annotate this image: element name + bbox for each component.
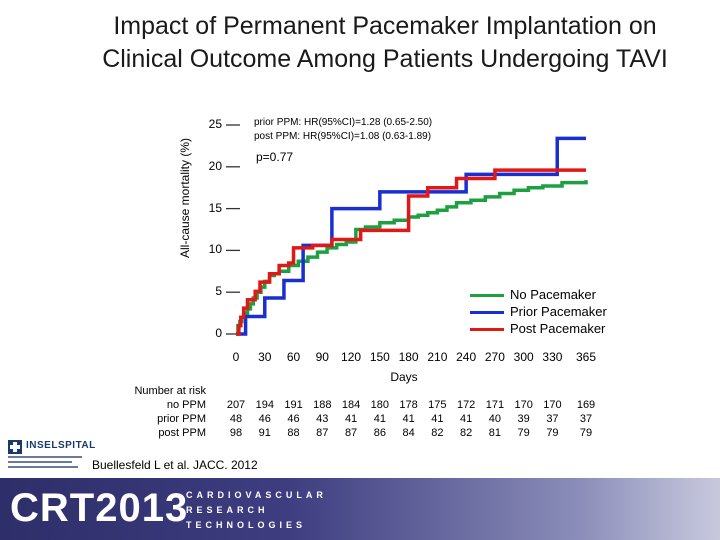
risk-cell: 98	[229, 427, 243, 439]
x-tick-label-365: 365	[575, 350, 597, 364]
risk-cell: 46	[258, 413, 271, 425]
risk-cell: 194	[255, 399, 274, 411]
series-line-post-pacemaker	[236, 168, 586, 336]
risk-cell: 37	[546, 413, 559, 425]
citation: Buellesfeld L et al. JACC. 2012	[92, 458, 258, 472]
risk-row-label: no PPM	[166, 399, 206, 411]
risk-cell: 43	[316, 413, 329, 425]
risk-cell: 39	[517, 413, 530, 425]
banner-logo: CRT2013	[10, 486, 189, 530]
risk-cell: 81	[488, 427, 502, 439]
hr-post-text: post PPM: HR(95%CI)=1.08 (0.63-1.89)	[254, 131, 432, 142]
risk-cell: 169	[576, 399, 596, 411]
x-tick-label-270: 270	[484, 350, 505, 364]
title-line-1: Impact of Permanent Pacemaker Implantati…	[113, 12, 657, 40]
risk-cell: 170	[543, 399, 562, 411]
y-tick-label-15: 15	[208, 200, 222, 215]
x-tick-label-120: 120	[341, 350, 362, 364]
risk-cell: 79	[579, 427, 593, 439]
logo-text: INSELSPITAL	[26, 440, 96, 451]
p-value: p=0.77	[256, 150, 294, 164]
legend-label: Post Pacemaker	[510, 321, 606, 336]
slide-title: Impact of Permanent Pacemaker Implantati…	[60, 10, 710, 76]
risk-cell: 37	[579, 413, 593, 425]
banner-line-1: CARDIOVASCULAR	[186, 490, 327, 500]
risk-cell: 46	[287, 413, 300, 425]
risk-cell: 87	[344, 427, 358, 439]
banner-line-3: TECHNOLOGIES	[186, 520, 307, 530]
y-tick-label-10: 10	[208, 242, 222, 257]
crt-banner: CRT2013 CARDIOVASCULAR RESEARCH TECHNOLO…	[0, 478, 720, 540]
x-tick-label-240: 240	[456, 350, 477, 364]
hr-prior-text: prior PPM: HR(95%CI)=1.28 (0.65-2.50)	[254, 117, 433, 128]
risk-cell: 188	[313, 399, 332, 411]
legend-label: No Pacemaker	[510, 287, 596, 302]
risk-cell: 207	[226, 399, 246, 411]
x-tick-label-90: 90	[315, 350, 329, 364]
risk-header: Number at risk	[134, 385, 206, 397]
risk-cell: 170	[514, 399, 533, 411]
risk-cell: 41	[344, 413, 358, 425]
cross-icon	[8, 440, 22, 454]
risk-cell: 41	[402, 413, 415, 425]
y-tick-label-0: 0	[215, 326, 222, 340]
x-axis-label: Days	[390, 370, 418, 384]
risk-cell: 88	[287, 427, 300, 439]
risk-cell: 87	[316, 427, 329, 439]
risk-cell: 191	[284, 399, 303, 411]
risk-cell: 48	[229, 413, 243, 425]
y-tick-label-20: 20	[208, 158, 222, 173]
risk-cell: 172	[456, 399, 476, 411]
x-tick-label-180: 180	[398, 350, 419, 364]
x-tick-label-30: 30	[258, 350, 272, 364]
risk-cell: 41	[460, 413, 473, 425]
inselspital-logo: INSELSPITAL	[4, 440, 95, 476]
x-tick-label-0: 0	[232, 350, 240, 364]
legend-swatch	[470, 328, 504, 331]
risk-cell: 40	[488, 413, 502, 425]
y-tick-label-5: 5	[215, 284, 222, 299]
title-line-2: Clinical Outcome Among Patients Undergoi…	[102, 45, 668, 73]
risk-cell: 184	[341, 399, 361, 411]
risk-cell: 82	[460, 427, 473, 439]
legend-swatch	[470, 311, 504, 314]
risk-cell: 82	[431, 427, 444, 439]
risk-cell: 41	[431, 413, 444, 425]
risk-cell: 180	[370, 399, 390, 411]
risk-cell: 41	[373, 413, 386, 425]
x-tick-label-150: 150	[369, 350, 390, 364]
risk-cell: 79	[517, 427, 530, 439]
risk-cell: 171	[485, 399, 505, 411]
y-tick-label-25: 25	[208, 117, 222, 131]
risk-cell: 178	[399, 399, 418, 411]
x-tick-label-330: 330	[542, 350, 563, 364]
risk-row-label: prior PPM	[157, 413, 206, 425]
x-tick-label-210: 210	[427, 350, 448, 364]
banner-line-2: RESEARCH	[186, 505, 269, 515]
x-tick-label-300: 300	[513, 350, 534, 364]
risk-cell: 84	[402, 427, 415, 439]
legend-label: Prior Pacemaker	[510, 304, 607, 319]
risk-row-label: post PPM	[158, 427, 206, 439]
risk-cell: 91	[258, 427, 271, 439]
risk-cell: 175	[428, 399, 447, 411]
legend-swatch	[470, 294, 504, 297]
x-tick-label-60: 60	[286, 350, 301, 364]
risk-cell: 79	[546, 427, 559, 439]
risk-cell: 86	[373, 427, 386, 439]
series-line-no-pacemaker	[236, 180, 588, 336]
banner-text: CARDIOVASCULAR RESEARCH TECHNOLOGIES	[186, 488, 327, 533]
y-axis-label: All-cause mortality (%)	[178, 137, 192, 259]
